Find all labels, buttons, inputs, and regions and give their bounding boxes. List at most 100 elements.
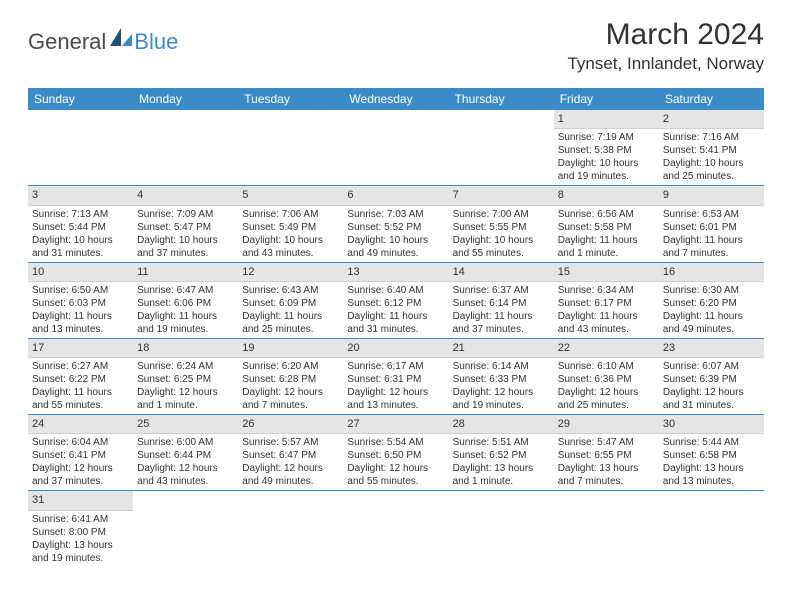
sunset: Sunset: 6:44 PM xyxy=(137,449,234,462)
daylight: Daylight: 11 hours and 7 minutes. xyxy=(663,234,760,260)
sunrise: Sunrise: 5:47 AM xyxy=(558,436,655,449)
daylight: Daylight: 12 hours and 37 minutes. xyxy=(32,462,129,488)
sunset: Sunset: 6:41 PM xyxy=(32,449,129,462)
sunset: Sunset: 6:31 PM xyxy=(347,373,444,386)
sunset: Sunset: 5:55 PM xyxy=(453,221,550,234)
sunrise: Sunrise: 6:04 AM xyxy=(32,436,129,449)
day-content: Sunrise: 6:00 AMSunset: 6:44 PMDaylight:… xyxy=(133,434,238,490)
sunrise: Sunrise: 6:47 AM xyxy=(137,284,234,297)
day-cell: 20Sunrise: 6:17 AMSunset: 6:31 PMDayligh… xyxy=(343,339,448,414)
day-content: Sunrise: 6:20 AMSunset: 6:28 PMDaylight:… xyxy=(238,358,343,414)
day-number: 15 xyxy=(554,263,659,282)
sunset: Sunset: 6:50 PM xyxy=(347,449,444,462)
day-number: 31 xyxy=(28,491,133,510)
week-row: 17Sunrise: 6:27 AMSunset: 6:22 PMDayligh… xyxy=(28,339,764,415)
daylight: Daylight: 12 hours and 19 minutes. xyxy=(453,386,550,412)
sunrise: Sunrise: 7:09 AM xyxy=(137,208,234,221)
day-number: 4 xyxy=(133,186,238,205)
day-number: 25 xyxy=(133,415,238,434)
sunset: Sunset: 6:09 PM xyxy=(242,297,339,310)
daylight: Daylight: 12 hours and 13 minutes. xyxy=(347,386,444,412)
sunrise: Sunrise: 6:00 AM xyxy=(137,436,234,449)
daylight: Daylight: 10 hours and 31 minutes. xyxy=(32,234,129,260)
daylight: Daylight: 11 hours and 43 minutes. xyxy=(558,310,655,336)
weekday-thursday: Thursday xyxy=(449,88,554,110)
daylight: Daylight: 11 hours and 49 minutes. xyxy=(663,310,760,336)
sunrise: Sunrise: 5:54 AM xyxy=(347,436,444,449)
day-content: Sunrise: 6:27 AMSunset: 6:22 PMDaylight:… xyxy=(28,358,133,414)
day-cell: 14Sunrise: 6:37 AMSunset: 6:14 PMDayligh… xyxy=(449,263,554,338)
sunset: Sunset: 6:47 PM xyxy=(242,449,339,462)
sunset: Sunset: 6:36 PM xyxy=(558,373,655,386)
day-number: 13 xyxy=(343,263,448,282)
sunrise: Sunrise: 5:57 AM xyxy=(242,436,339,449)
day-cell: 30Sunrise: 5:44 AMSunset: 6:58 PMDayligh… xyxy=(659,415,764,490)
empty-cell xyxy=(449,110,554,185)
day-cell: 11Sunrise: 6:47 AMSunset: 6:06 PMDayligh… xyxy=(133,263,238,338)
sunset: Sunset: 5:38 PM xyxy=(558,144,655,157)
day-content: Sunrise: 6:37 AMSunset: 6:14 PMDaylight:… xyxy=(449,282,554,338)
daylight: Daylight: 13 hours and 1 minute. xyxy=(453,462,550,488)
sunset: Sunset: 5:58 PM xyxy=(558,221,655,234)
day-content: Sunrise: 6:04 AMSunset: 6:41 PMDaylight:… xyxy=(28,434,133,490)
empty-cell xyxy=(554,491,659,566)
empty-cell xyxy=(343,491,448,566)
day-content: Sunrise: 7:06 AMSunset: 5:49 PMDaylight:… xyxy=(238,206,343,262)
day-number: 8 xyxy=(554,186,659,205)
day-content: Sunrise: 7:16 AMSunset: 5:41 PMDaylight:… xyxy=(659,129,764,185)
day-number: 30 xyxy=(659,415,764,434)
day-content: Sunrise: 6:34 AMSunset: 6:17 PMDaylight:… xyxy=(554,282,659,338)
weekday-header: SundayMondayTuesdayWednesdayThursdayFrid… xyxy=(28,88,764,110)
daylight: Daylight: 11 hours and 13 minutes. xyxy=(32,310,129,336)
day-number: 6 xyxy=(343,186,448,205)
day-cell: 15Sunrise: 6:34 AMSunset: 6:17 PMDayligh… xyxy=(554,263,659,338)
day-number: 28 xyxy=(449,415,554,434)
day-number: 27 xyxy=(343,415,448,434)
sunrise: Sunrise: 7:16 AM xyxy=(663,131,760,144)
logo-text-2: Blue xyxy=(134,29,178,55)
weeks-container: 1Sunrise: 7:19 AMSunset: 5:38 PMDaylight… xyxy=(28,110,764,567)
logo: GeneralBlue xyxy=(28,26,178,58)
day-cell: 6Sunrise: 7:03 AMSunset: 5:52 PMDaylight… xyxy=(343,186,448,261)
empty-cell xyxy=(238,491,343,566)
daylight: Daylight: 10 hours and 19 minutes. xyxy=(558,157,655,183)
day-cell: 7Sunrise: 7:00 AMSunset: 5:55 PMDaylight… xyxy=(449,186,554,261)
sunset: Sunset: 6:01 PM xyxy=(663,221,760,234)
sunset: Sunset: 6:52 PM xyxy=(453,449,550,462)
header: GeneralBlue March 2024 Tynset, Innlandet… xyxy=(0,0,792,82)
daylight: Daylight: 10 hours and 55 minutes. xyxy=(453,234,550,260)
day-number: 11 xyxy=(133,263,238,282)
day-content: Sunrise: 6:14 AMSunset: 6:33 PMDaylight:… xyxy=(449,358,554,414)
sunrise: Sunrise: 6:40 AM xyxy=(347,284,444,297)
sunset: Sunset: 6:33 PM xyxy=(453,373,550,386)
sunrise: Sunrise: 6:53 AM xyxy=(663,208,760,221)
sunset: Sunset: 6:17 PM xyxy=(558,297,655,310)
day-cell: 5Sunrise: 7:06 AMSunset: 5:49 PMDaylight… xyxy=(238,186,343,261)
day-content: Sunrise: 6:10 AMSunset: 6:36 PMDaylight:… xyxy=(554,358,659,414)
sunset: Sunset: 5:47 PM xyxy=(137,221,234,234)
sunrise: Sunrise: 6:20 AM xyxy=(242,360,339,373)
day-number: 17 xyxy=(28,339,133,358)
empty-cell xyxy=(343,110,448,185)
day-cell: 24Sunrise: 6:04 AMSunset: 6:41 PMDayligh… xyxy=(28,415,133,490)
day-cell: 9 Sunrise: 6:53 AMSunset: 6:01 PMDaylight… xyxy=(659,186,764,261)
week-row: 1Sunrise: 7:19 AMSunset: 5:38 PMDaylight… xyxy=(28,110,764,186)
weekday-monday: Monday xyxy=(133,88,238,110)
daylight: Daylight: 10 hours and 49 minutes. xyxy=(347,234,444,260)
day-number: 26 xyxy=(238,415,343,434)
day-number: 9 xyxy=(659,186,764,205)
day-number: 1 xyxy=(554,110,659,129)
sunset: Sunset: 5:52 PM xyxy=(347,221,444,234)
day-cell: 12Sunrise: 6:43 AMSunset: 6:09 PMDayligh… xyxy=(238,263,343,338)
sunrise: Sunrise: 6:10 AM xyxy=(558,360,655,373)
month-title: March 2024 xyxy=(567,18,764,52)
weekday-sunday: Sunday xyxy=(28,88,133,110)
sunrise: Sunrise: 6:56 AM xyxy=(558,208,655,221)
daylight: Daylight: 12 hours and 55 minutes. xyxy=(347,462,444,488)
daylight: Daylight: 11 hours and 31 minutes. xyxy=(347,310,444,336)
day-cell: 28Sunrise: 5:51 AMSunset: 6:52 PMDayligh… xyxy=(449,415,554,490)
sunset: Sunset: 6:03 PM xyxy=(32,297,129,310)
day-content: Sunrise: 7:09 AMSunset: 5:47 PMDaylight:… xyxy=(133,206,238,262)
daylight: Daylight: 13 hours and 13 minutes. xyxy=(663,462,760,488)
location: Tynset, Innlandet, Norway xyxy=(567,54,764,74)
